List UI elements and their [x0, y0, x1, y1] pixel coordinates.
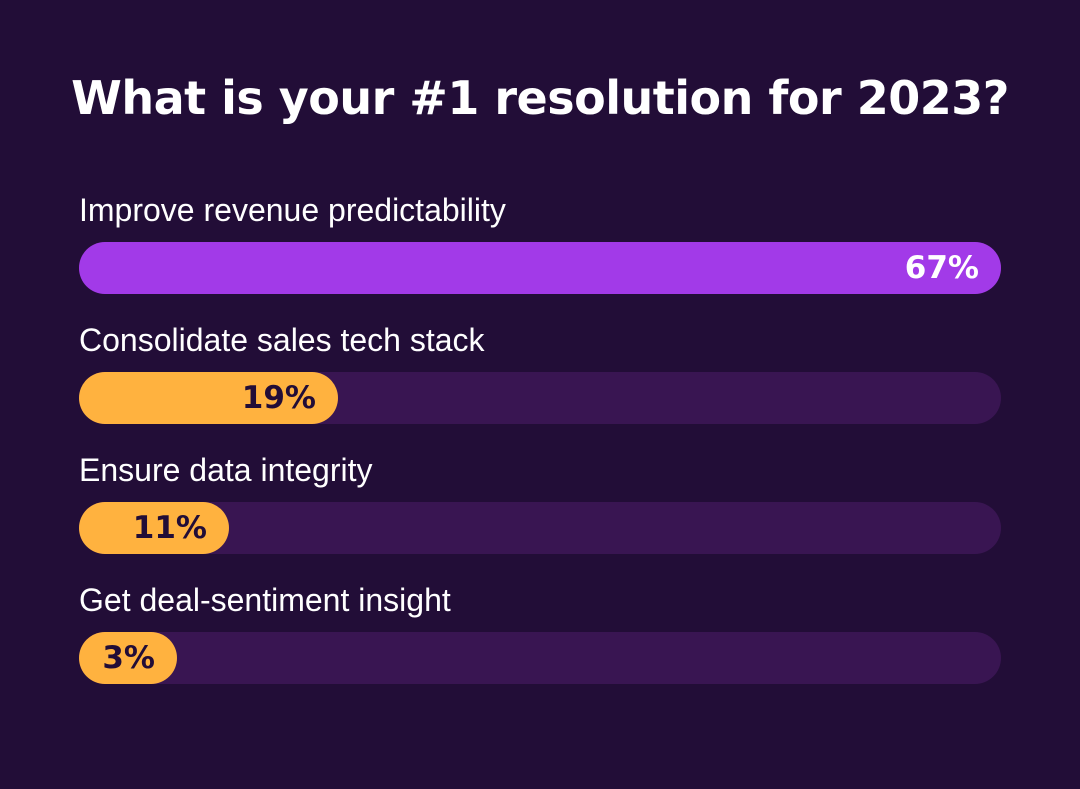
- bar-category-label: Get deal-sentiment insight: [79, 582, 451, 618]
- bar-value-label: 19%: [241, 380, 316, 416]
- bar-value-label: 3%: [102, 640, 155, 676]
- bar-fill: 11%: [79, 502, 229, 554]
- bar-track: 19%: [79, 372, 1001, 424]
- bar-category-label: Improve revenue predictability: [79, 192, 506, 228]
- bar-track: 11%: [79, 502, 1001, 554]
- bar-fill: 19%: [79, 372, 338, 424]
- bar-value-label: 67%: [904, 250, 979, 286]
- bar-value-label: 11%: [132, 510, 207, 546]
- bar-category-label: Ensure data integrity: [79, 452, 373, 488]
- chart-title: What is your #1 resolution for 2023?: [71, 71, 1009, 125]
- bar-fill: 67%: [79, 242, 1001, 294]
- bar-category-label: Consolidate sales tech stack: [79, 322, 485, 358]
- bar-track: 3%: [79, 632, 1001, 684]
- bar-fill: 3%: [79, 632, 177, 684]
- bar-track: 67%: [79, 242, 1001, 294]
